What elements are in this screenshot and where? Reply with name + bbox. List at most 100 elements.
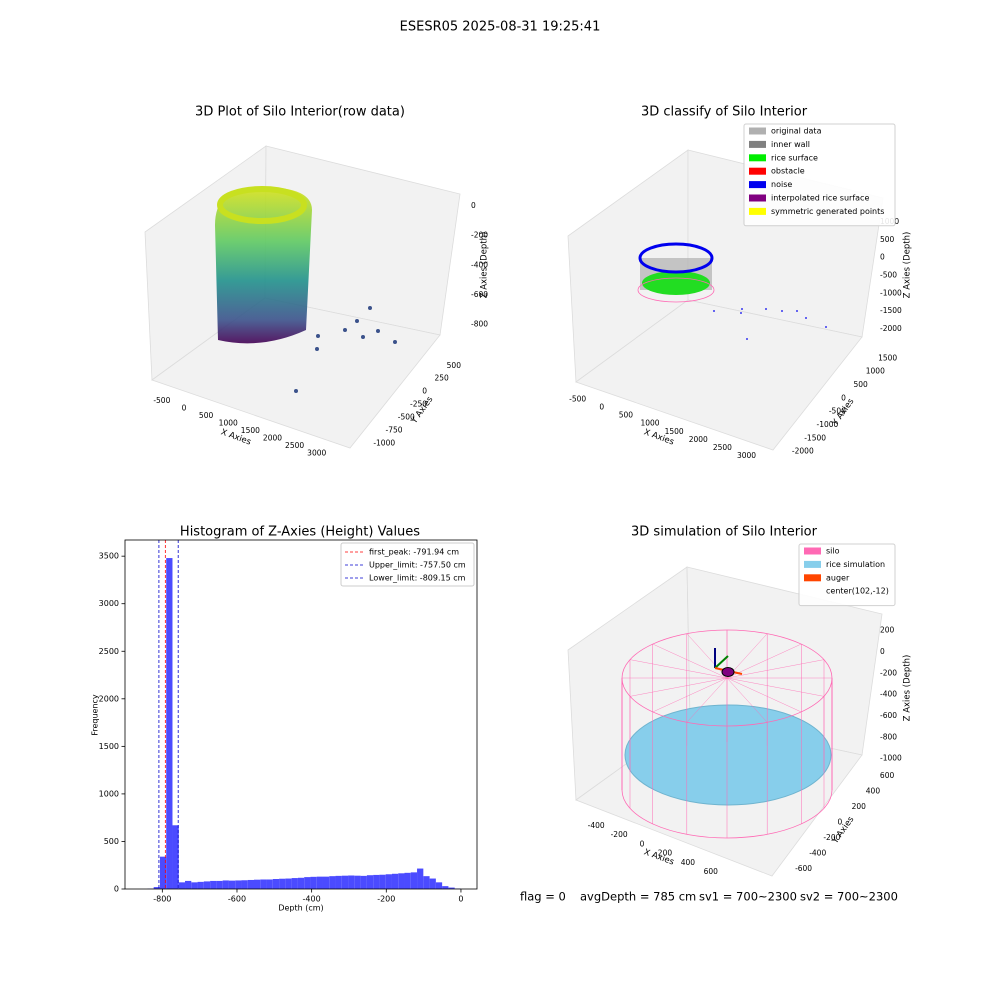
bar	[322, 876, 330, 889]
chart-title: 3D simulation of Silo Interior	[631, 525, 818, 540]
y-tick-label: -1000	[373, 438, 395, 447]
bar	[404, 872, 411, 889]
noise-point	[781, 310, 783, 312]
status-text: sv2 = 700~2300	[800, 890, 898, 904]
legend-swatch	[749, 194, 766, 202]
outlier	[315, 347, 319, 351]
y-tick-label: -600	[795, 864, 812, 873]
legend-box	[340, 542, 475, 587]
bar	[272, 879, 280, 889]
z-axis-label: Z Axies (Depth)	[903, 655, 913, 722]
bar	[435, 882, 443, 889]
y-tick-label: 1500	[878, 353, 897, 362]
legend-box	[743, 123, 896, 227]
legend-label: Upper_limit: -757.50 cm	[369, 561, 466, 570]
y-tick-label: -500	[829, 407, 846, 416]
noise-point	[746, 338, 748, 340]
bar	[297, 877, 305, 889]
z-tick-label: 500	[880, 235, 895, 244]
bar	[442, 886, 449, 889]
silo-mesh	[686, 677, 728, 723]
z-tick-label: -200	[880, 668, 897, 677]
outlier	[355, 319, 359, 323]
z-axis-label: Z Axies (Depth)	[480, 232, 490, 299]
noise-ring	[638, 242, 714, 274]
y-tick-label: -200	[823, 833, 840, 842]
y-tick-label: 2500	[99, 647, 119, 656]
legend-label: rice surface	[771, 153, 818, 162]
legend-box	[798, 543, 896, 607]
x-tick-label: 0	[599, 402, 604, 411]
noise-point	[825, 326, 827, 328]
z-tick-label: -800	[880, 732, 897, 741]
y-axis-label: Frequency	[91, 694, 100, 736]
legend-swatch	[749, 181, 766, 189]
noise-point	[805, 317, 807, 319]
x-tick-label: 1500	[665, 427, 684, 436]
bar	[210, 880, 217, 889]
bar	[354, 875, 361, 889]
y-tick-label: 0	[422, 387, 427, 396]
legend-swatch	[804, 547, 821, 555]
y-tick-label: 500	[104, 837, 119, 846]
bar	[266, 879, 273, 889]
bar	[185, 880, 192, 889]
silo-mesh	[726, 677, 768, 723]
z-tick-label: -1000	[880, 754, 902, 763]
x-tick-label: 200	[658, 849, 673, 858]
outlier	[361, 335, 365, 339]
y-tick-label: 0	[838, 818, 843, 827]
bar	[216, 880, 223, 889]
x-tick-label: -200	[611, 830, 628, 839]
outlier	[393, 340, 397, 344]
z-tick-label: -400	[471, 260, 488, 269]
legend-label: auger	[826, 573, 850, 582]
x-tick-label: 0	[182, 404, 187, 413]
bar	[341, 875, 349, 889]
legend-swatch	[749, 207, 766, 215]
silo-mesh	[726, 677, 825, 697]
x-tick-label: 400	[681, 858, 696, 867]
noise-point	[740, 312, 742, 314]
bar	[203, 881, 211, 889]
outlier	[368, 306, 372, 310]
x-tick-label: -200	[377, 895, 395, 904]
x-tick-label: 3000	[737, 451, 756, 460]
y-tick-label: 500	[853, 380, 868, 389]
z-tick-label: -1500	[880, 306, 902, 315]
outlier	[343, 328, 347, 332]
y-tick-label: 400	[866, 786, 881, 795]
z-tick-label: -2000	[880, 324, 902, 333]
bar	[153, 887, 160, 889]
y-tick-label: 1500	[99, 742, 119, 751]
silo-mesh	[686, 633, 728, 679]
auger	[721, 667, 735, 677]
x-tick-label: 2000	[263, 434, 282, 443]
y-tick-label: 1000	[99, 789, 119, 798]
silo-points	[215, 186, 312, 344]
bar	[316, 876, 323, 889]
bar	[159, 856, 167, 889]
bar	[410, 872, 418, 889]
x-tick-label: 0	[458, 895, 463, 904]
x-tick-label: -800	[153, 895, 171, 904]
y-tick-label: 3000	[99, 599, 119, 608]
z-tick-label: 0	[880, 647, 885, 656]
x-tick-label: 3000	[307, 449, 326, 458]
bar	[417, 868, 424, 889]
y-tick-label: -250	[410, 400, 427, 409]
bar	[254, 879, 261, 889]
y-tick-label: -1000	[817, 420, 839, 429]
bar	[348, 875, 355, 889]
figure-title: ESESR05 2025-08-31 19:25:41	[400, 20, 601, 35]
bar	[260, 879, 267, 889]
bar	[329, 876, 336, 889]
x-tick-label: -600	[228, 895, 246, 904]
legend-label: symmetric generated points	[771, 207, 884, 216]
y-tick-label: 200	[852, 802, 867, 811]
bar	[385, 874, 392, 889]
legend-label: interpolated rice surface	[771, 194, 869, 203]
x-tick-label: 2500	[713, 443, 732, 452]
y-tick-label: 0	[114, 885, 119, 894]
